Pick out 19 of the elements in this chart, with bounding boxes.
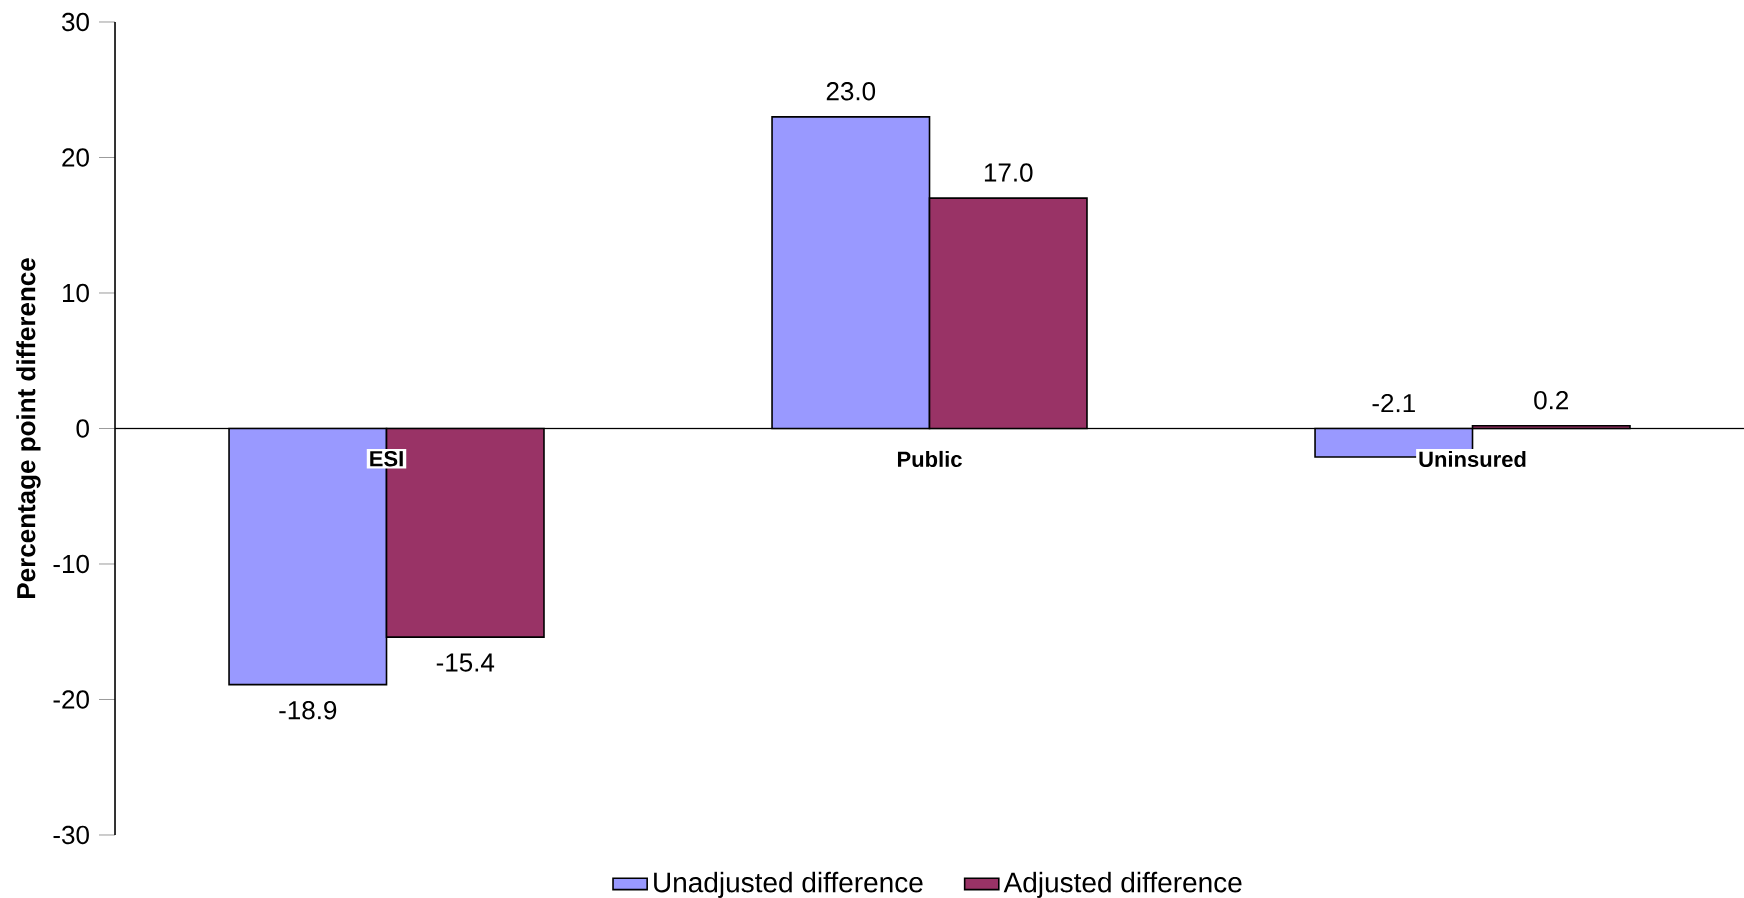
data-label: -15.4 [436,653,495,672]
y-tick-label: -30 [53,825,89,845]
data-label: -18.9 [279,700,337,720]
data-label: 23.0 [826,82,876,101]
data-label: 17.0 [984,163,1033,182]
data-label: -2.1 [1372,393,1415,413]
x-tick-label: ESI [370,450,403,467]
y-tick-label: 0 [76,419,89,438]
x-tick-label: Public [897,450,962,468]
legend-label: Adjusted difference [1003,871,1242,898]
y-tick-label: 10 [63,283,89,303]
y-tick-label: -10 [53,554,89,574]
legend-label: Unadjusted difference [654,871,923,898]
y-tick-label: 20 [62,148,89,167]
y-tick-label: -20 [53,690,89,709]
y-tick-label: 30 [62,12,89,32]
x-tick-label: Uninsured [1419,450,1526,468]
y-axis-title: Percentage point difference [16,258,41,598]
data-label: 0.2 [1534,390,1568,410]
